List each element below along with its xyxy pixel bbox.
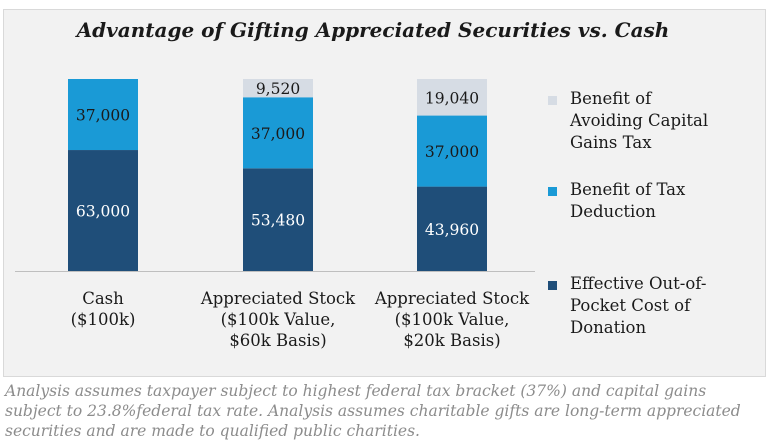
legend-label-line: Benefit of bbox=[570, 89, 652, 108]
bar-segment bbox=[417, 186, 487, 271]
legend-label: Effective Out-of- Pocket Cost of Donation bbox=[570, 273, 750, 339]
data-label: 63,000 bbox=[76, 203, 130, 221]
bar-segment bbox=[417, 115, 487, 187]
analysis-note: Analysis assumes taxpayer subject to hig… bbox=[5, 382, 741, 440]
category-label-line: Appreciated Stock bbox=[374, 289, 530, 308]
bar-segment bbox=[68, 150, 138, 271]
data-label: 37,000 bbox=[251, 125, 305, 143]
bar-segment bbox=[243, 97, 313, 169]
category-label: Cash ($100k) bbox=[18, 288, 188, 330]
chart-title: Advantage of Gifting Appreciated Securit… bbox=[76, 18, 670, 42]
category-label-line: $60k Basis) bbox=[229, 331, 327, 350]
data-label: 9,520 bbox=[256, 80, 300, 98]
legend-label-line: Pocket Cost of bbox=[570, 296, 691, 315]
legend-swatch bbox=[548, 281, 557, 290]
legend-label-line: Benefit of Tax bbox=[570, 180, 686, 199]
category-label-line: Appreciated Stock bbox=[200, 289, 356, 308]
category-label-line: ($100k Value, bbox=[220, 310, 336, 329]
bar-segment bbox=[243, 168, 313, 271]
legend-label-line: Deduction bbox=[570, 202, 656, 221]
legend-label: Benefit of Avoiding Capital Gains Tax bbox=[570, 88, 750, 154]
category-label-line: $20k Basis) bbox=[403, 331, 501, 350]
data-label: 37,000 bbox=[76, 107, 130, 125]
category-label: Appreciated Stock ($100k Value, $20k Basis… bbox=[367, 288, 537, 351]
category-label: Appreciated Stock ($100k Value, $60k Basis… bbox=[193, 288, 363, 351]
legend-label-line: Donation bbox=[570, 318, 647, 337]
data-label: 19,040 bbox=[425, 89, 479, 107]
legend-label-line: Avoiding Capital bbox=[570, 111, 709, 130]
bar-segment bbox=[68, 79, 138, 151]
legend-swatch bbox=[548, 96, 557, 105]
category-label-line: Cash bbox=[82, 289, 124, 308]
legend-label-line: Gains Tax bbox=[570, 133, 652, 152]
bar-segment bbox=[243, 79, 313, 98]
data-label: 43,960 bbox=[425, 221, 479, 239]
category-label-line: ($100k Value, bbox=[394, 310, 510, 329]
legend-label: Benefit of Tax Deduction bbox=[570, 179, 750, 223]
data-label: 37,000 bbox=[425, 143, 479, 161]
category-label-line: ($100k) bbox=[70, 310, 136, 329]
legend-swatch bbox=[548, 187, 557, 196]
bar-segment bbox=[417, 79, 487, 116]
data-label: 53,480 bbox=[251, 212, 305, 230]
legend-label-line: Effective Out-of- bbox=[570, 274, 707, 293]
